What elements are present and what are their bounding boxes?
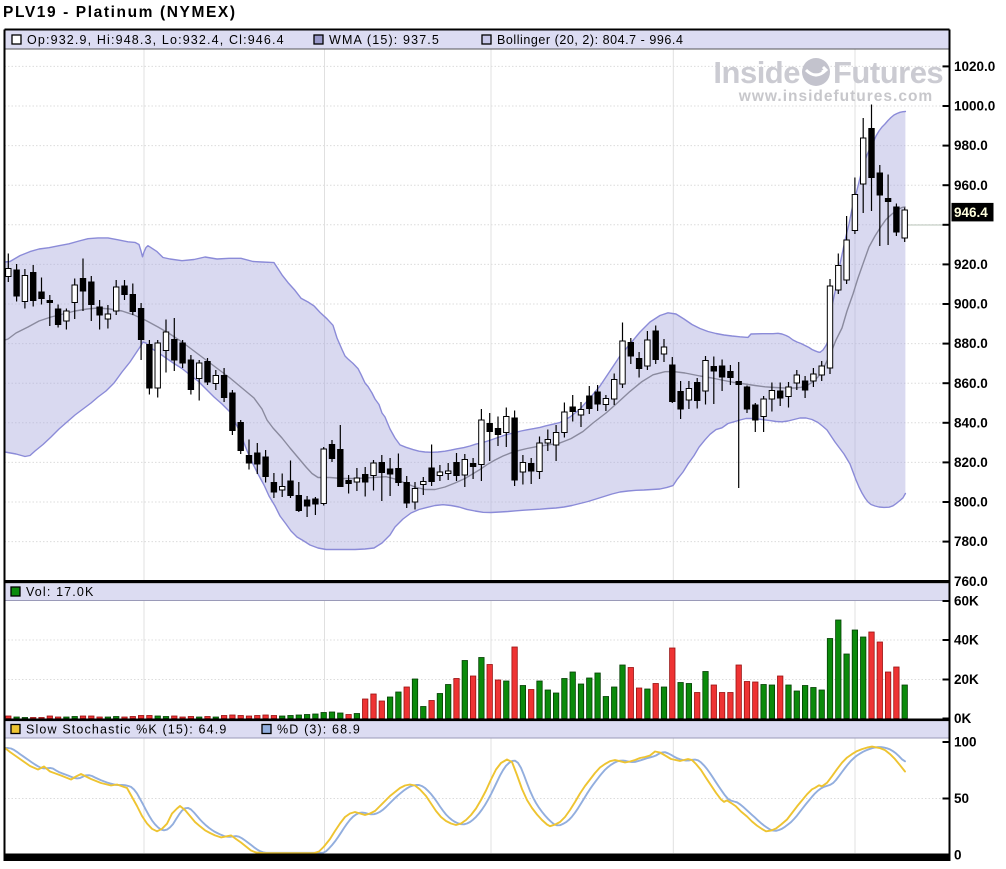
svg-text:760.0: 760.0 xyxy=(954,574,988,589)
svg-text:%D (3): 68.9: %D (3): 68.9 xyxy=(277,723,361,737)
svg-text:WMA (15): 937.5: WMA (15): 937.5 xyxy=(329,33,440,47)
svg-text:Slow Stochastic %K (15): 64.9: Slow Stochastic %K (15): 64.9 xyxy=(26,723,227,737)
svg-text:100: 100 xyxy=(954,735,977,750)
svg-text:PLV19 - Platinum (NYMEX): PLV19 - Platinum (NYMEX) xyxy=(3,4,237,21)
svg-text:0K: 0K xyxy=(954,711,972,726)
svg-text:20K: 20K xyxy=(954,672,979,687)
svg-text:840.0: 840.0 xyxy=(954,415,988,430)
svg-text:820.0: 820.0 xyxy=(954,455,988,470)
svg-text:60K: 60K xyxy=(954,594,979,609)
svg-text:Op:932.9, Hi:948.3, Lo:932.4,: Op:932.9, Hi:948.3, Lo:932.4, Cl:946.4 xyxy=(27,33,285,47)
svg-text:www.insidefutures.com: www.insidefutures.com xyxy=(738,88,933,105)
svg-text:Inside: Inside xyxy=(713,55,800,90)
svg-text:1000.0: 1000.0 xyxy=(954,99,995,114)
svg-text:980.0: 980.0 xyxy=(954,138,988,153)
svg-text:860.0: 860.0 xyxy=(954,376,988,391)
svg-text:Futures: Futures xyxy=(833,55,943,90)
svg-text:920.0: 920.0 xyxy=(954,257,988,272)
svg-text:900.0: 900.0 xyxy=(954,297,988,312)
svg-text:1020.0: 1020.0 xyxy=(954,59,995,74)
svg-text:0: 0 xyxy=(954,848,962,863)
svg-text:800.0: 800.0 xyxy=(954,495,988,510)
svg-text:50: 50 xyxy=(954,791,969,806)
svg-text:946.4: 946.4 xyxy=(954,205,988,220)
svg-text:40K: 40K xyxy=(954,633,979,648)
svg-text:780.0: 780.0 xyxy=(954,534,988,549)
svg-text:960.0: 960.0 xyxy=(954,178,988,193)
svg-text:Bollinger (20, 2): 804.7 - 996: Bollinger (20, 2): 804.7 - 996.4 xyxy=(497,33,683,47)
svg-text:880.0: 880.0 xyxy=(954,336,988,351)
svg-text:Vol: 17.0K: Vol: 17.0K xyxy=(26,585,95,599)
